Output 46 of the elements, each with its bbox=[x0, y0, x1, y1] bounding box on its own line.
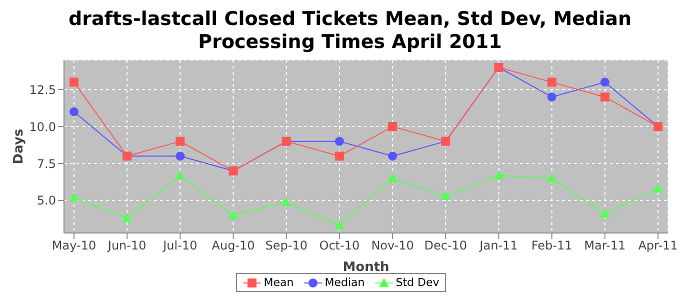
point bbox=[334, 152, 344, 161]
point bbox=[547, 78, 556, 87]
point bbox=[388, 173, 398, 182]
point bbox=[176, 136, 185, 146]
point bbox=[388, 122, 398, 132]
point bbox=[69, 192, 79, 202]
x-axis-title: Month bbox=[342, 260, 390, 275]
x-tick-label: Feb-11 bbox=[531, 238, 572, 253]
x-tick-label: Sep-10 bbox=[265, 238, 308, 253]
chart-title: drafts-lastcall Closed Tickets Mean, Std Dev, Median Processing Times April 2011 bbox=[68, 8, 632, 54]
point bbox=[600, 208, 610, 218]
x-tick-label: Jun-10 bbox=[106, 238, 146, 253]
x-tick-label: May-10 bbox=[52, 238, 96, 253]
y-tick-label: 5.0 bbox=[36, 194, 56, 208]
legend-label: Mean bbox=[262, 276, 294, 289]
legend-label: Std Dev bbox=[394, 276, 440, 289]
point bbox=[70, 78, 78, 87]
y-tick-label: 7.5 bbox=[36, 156, 56, 171]
point bbox=[653, 184, 663, 193]
x-tick-label: Apr-11 bbox=[638, 238, 678, 253]
legend-label: Median bbox=[324, 276, 365, 289]
y-axis-title: Days bbox=[12, 128, 27, 164]
point bbox=[228, 210, 238, 220]
point bbox=[547, 92, 556, 102]
x-tick-label: Mar-11 bbox=[584, 238, 626, 253]
point bbox=[388, 152, 398, 161]
point bbox=[600, 92, 610, 102]
point bbox=[600, 78, 610, 87]
point bbox=[546, 173, 557, 182]
y-tick-label: 10.0 bbox=[29, 120, 56, 134]
x-tick-label: Nov-10 bbox=[371, 238, 414, 253]
x-tick-label: Oct-10 bbox=[319, 238, 360, 253]
point bbox=[281, 196, 292, 206]
x-tick-label: Jan-11 bbox=[478, 238, 518, 253]
point bbox=[440, 191, 451, 200]
y-tick-label: 12.5 bbox=[29, 82, 56, 97]
x-tick-label: Jul-10 bbox=[162, 238, 198, 253]
point bbox=[176, 152, 185, 161]
x-tick-label: Aug-10 bbox=[212, 238, 255, 253]
point bbox=[70, 107, 78, 116]
point bbox=[334, 220, 344, 230]
point bbox=[175, 170, 186, 180]
point bbox=[122, 213, 132, 222]
point bbox=[494, 170, 504, 180]
x-tick-label: Dec-10 bbox=[424, 238, 468, 253]
point bbox=[334, 136, 344, 146]
